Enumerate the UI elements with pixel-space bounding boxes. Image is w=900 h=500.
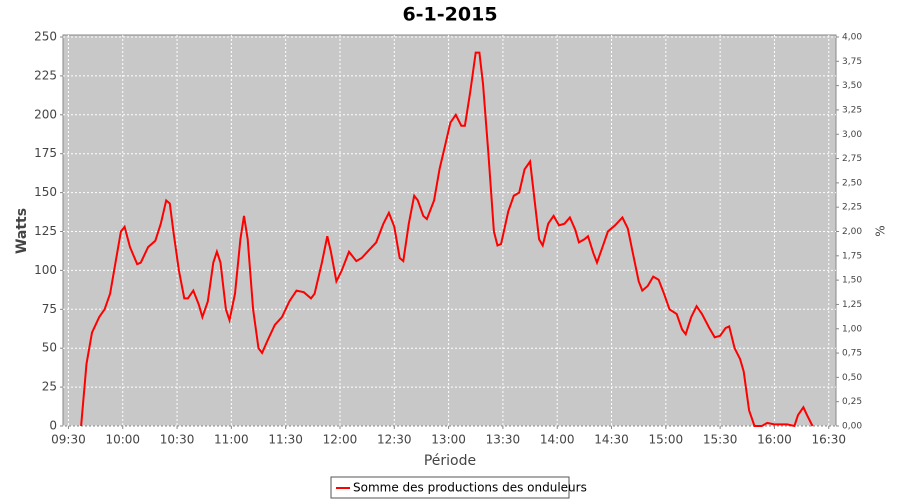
x-tick-label: 09:30: [51, 433, 86, 447]
y2-tick-label: 2,25: [842, 203, 862, 213]
x-tick-label: 10:00: [105, 433, 140, 447]
y2-tick-label: 4,00: [842, 33, 862, 43]
x-tick-label: 16:30: [811, 433, 846, 447]
y-tick-label: 175: [34, 146, 57, 160]
plot-area: [62, 34, 837, 427]
y2-tick-label: 1,00: [842, 324, 862, 334]
y-tick-label: 225: [34, 68, 57, 82]
x-tick-label: 13:30: [486, 433, 521, 447]
y-tick-label: 0: [49, 419, 57, 433]
x-tick-label: 12:30: [377, 433, 412, 447]
y-tick-label: 25: [42, 380, 57, 394]
y2-tick-label: 3,50: [842, 81, 862, 91]
y-tick-label: 50: [42, 341, 57, 355]
y2-tick-label: 3,00: [842, 130, 862, 140]
y2-tick-label: 1,50: [842, 276, 862, 286]
x-tick-label: 16:00: [757, 433, 792, 447]
x-axis-label: Période: [424, 453, 476, 469]
y2-tick-label: 3,75: [842, 57, 862, 67]
legend: [330, 476, 570, 499]
y-tick-label: 250: [34, 30, 57, 44]
x-tick-label: 12:00: [323, 433, 358, 447]
y-tick-label: 100: [34, 263, 57, 277]
chart-title: 6-1-2015: [402, 4, 497, 26]
y-tick-label: 75: [42, 302, 57, 316]
x-tick-label: 14:30: [594, 433, 629, 447]
x-tick-label: 11:00: [214, 433, 249, 447]
x-tick-label: 14:00: [540, 433, 575, 447]
y2-tick-label: 2,50: [842, 178, 862, 188]
y2-tick-label: 0,00: [842, 422, 862, 432]
y-tick-label: 150: [34, 185, 57, 199]
y2-tick-label: 1,25: [842, 300, 862, 310]
x-tick-label: 15:30: [703, 433, 738, 447]
x-tick-label: 11:30: [268, 433, 303, 447]
y2-tick-label: 3,25: [842, 105, 862, 115]
y2-tick-label: 2,00: [842, 227, 862, 237]
x-tick-label: 15:00: [649, 433, 684, 447]
y2-tick-label: 0,50: [842, 373, 862, 383]
y-tick-label: 200: [34, 107, 57, 121]
y2-tick-label: 2,75: [842, 154, 862, 164]
y2-axis-label: %: [874, 225, 888, 236]
y2-tick-label: 0,25: [842, 397, 862, 407]
y2-tick-label: 1,75: [842, 251, 862, 261]
legend-label: Somme des productions des onduleurs: [353, 481, 587, 495]
y-tick-label: 125: [34, 224, 57, 238]
x-tick-label: 13:00: [431, 433, 466, 447]
y2-tick-label: 0,75: [842, 349, 862, 359]
y-axis-label: Watts: [14, 208, 30, 254]
x-tick-label: 10:30: [160, 433, 195, 447]
line: [80, 51, 814, 428]
